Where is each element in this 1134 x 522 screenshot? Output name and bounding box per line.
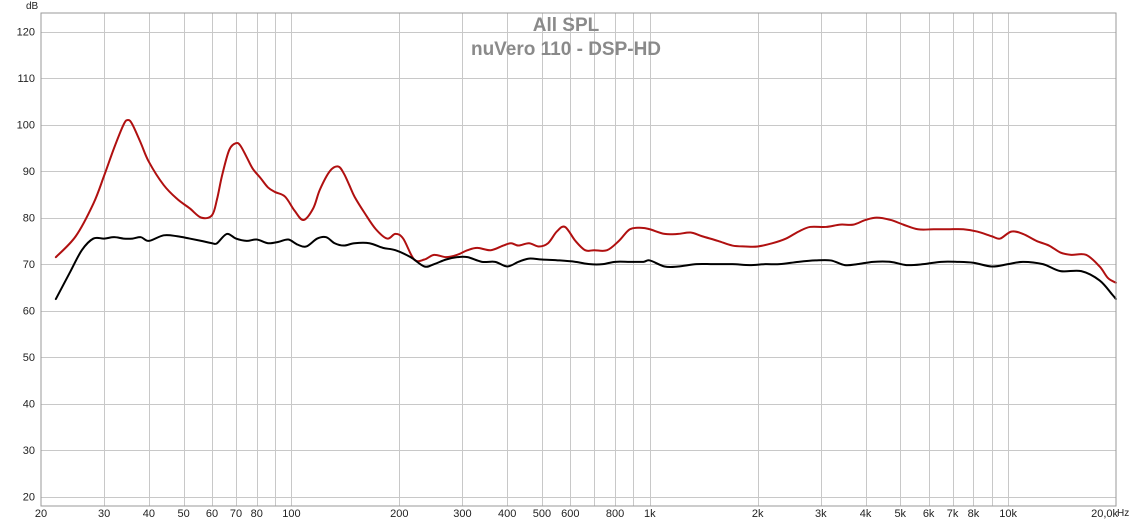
x-tick-label: 60: [206, 508, 218, 520]
x-tick-label: 500: [533, 508, 551, 520]
y-tick-label: 110: [17, 73, 35, 85]
x-tick-label: 6k: [923, 508, 935, 520]
x-tick-label: 600: [561, 508, 579, 520]
x-tick-label: 8k: [968, 508, 980, 520]
x-tick-label: 30: [98, 508, 110, 520]
y-tick-label: 50: [23, 352, 35, 364]
x-tick-label: 100: [282, 508, 300, 520]
chart-subtitle: nuVero 110 - DSP-HD: [471, 39, 661, 60]
series-line-red: [54, 118, 1117, 284]
y-tick-label: 90: [23, 166, 35, 178]
y-tick-labels: 20 30 40 50 60 70 80 90 100 110 120: [17, 27, 35, 504]
plot-background: [41, 13, 1116, 506]
x-tick-label: 2k: [752, 508, 764, 520]
x-tick-label: 1k: [644, 508, 656, 520]
x-tick-label: 80: [251, 508, 263, 520]
x-tick-label: 3k: [815, 508, 827, 520]
plot-frame: [40, 12, 1117, 507]
x-axis-unit-label: Hz: [1117, 508, 1129, 519]
x-tick-label: 20: [35, 508, 47, 520]
x-tick-label: 10k: [999, 508, 1017, 520]
x-tick-label: 5k: [894, 508, 906, 520]
y-tick-label: 70: [23, 259, 35, 271]
x-tick-label: 4k: [860, 508, 872, 520]
x-tick-label: 800: [606, 508, 624, 520]
x-tick-label: 70: [230, 508, 242, 520]
y-tick-label: 80: [23, 213, 35, 225]
y-tick-label: 120: [17, 27, 35, 39]
x-tick-label: 50: [177, 508, 189, 520]
chart-title: All SPL: [533, 15, 600, 36]
y-tick-label: 20: [23, 492, 35, 504]
x-tick-label: 20,0k: [1091, 508, 1118, 520]
y-tick-label: 30: [23, 445, 35, 457]
y-axis-unit-label: dB: [26, 1, 39, 12]
x-tick-labels: 20 30 40 50 60 70 80 100 200 300 400 500 600 800 1k 2k 3…: [35, 508, 1119, 520]
series-line-black: [54, 232, 1117, 301]
x-tick-label: 300: [453, 508, 471, 520]
x-tick-label: 7k: [947, 508, 959, 520]
grid-lines: [41, 13, 1116, 506]
x-tick-label: 200: [390, 508, 408, 520]
x-tick-label: 400: [498, 508, 516, 520]
x-tick-label: 40: [143, 508, 155, 520]
y-tick-label: 60: [23, 306, 35, 318]
y-tick-label: 100: [17, 120, 35, 132]
series-layer: [54, 118, 1117, 301]
y-tick-label: 40: [23, 399, 35, 411]
